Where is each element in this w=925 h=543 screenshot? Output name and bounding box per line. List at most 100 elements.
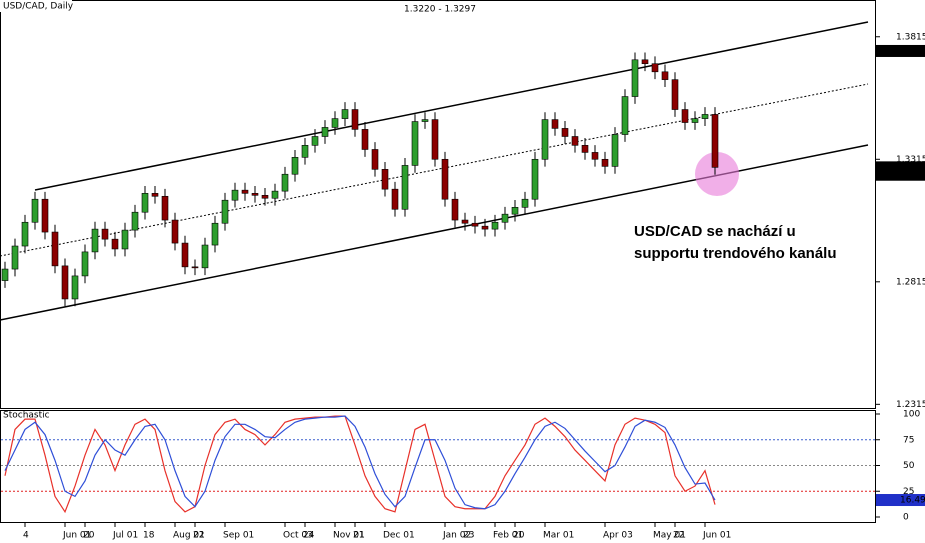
candle-body [581, 145, 589, 153]
candle-body [601, 158, 609, 167]
candle-body [131, 211, 139, 231]
main-pane [0, 0, 876, 409]
candle-body [171, 219, 179, 244]
channel-middle [0, 83, 869, 257]
candle-body [281, 173, 289, 192]
candle-body [191, 266, 199, 269]
candle-body [251, 193, 259, 196]
y-tick-label: 0 [903, 513, 909, 523]
candle-body [461, 219, 469, 224]
price-marker [876, 168, 925, 181]
candle-body [651, 63, 659, 73]
stochastic-title: Stochastic [3, 411, 50, 421]
candle-body [271, 190, 279, 199]
candle-body [321, 127, 329, 137]
x-tick-label: Dec 01 [383, 531, 415, 541]
candle-body [541, 119, 549, 160]
candle-body [671, 79, 679, 110]
candle-body [221, 199, 229, 224]
x-tick-label: Sep 01 [223, 531, 254, 541]
x-tick-label: May 01 [653, 531, 686, 541]
candle-body [501, 213, 509, 223]
candle-body [361, 129, 369, 150]
candle-body [691, 118, 699, 123]
value-marker [876, 494, 925, 507]
candle-body [611, 134, 619, 167]
candle-body [411, 121, 419, 166]
y-tick-label: 75 [903, 435, 914, 445]
price-marker-label: 1.3757 [896, 46, 925, 56]
y-tick-label: 100 [903, 410, 920, 420]
price-marker-label: 1.3252 [896, 170, 925, 180]
candle-body [641, 59, 649, 65]
y-tick-label: 25 [903, 487, 914, 497]
x-tick-label: 18 [143, 531, 155, 541]
candle-body [381, 169, 389, 190]
candle-body [491, 221, 499, 230]
x-tick-label: 24 [303, 531, 315, 541]
stochastic-pane [0, 410, 876, 523]
candle-body [11, 245, 19, 270]
candle-body [71, 275, 79, 300]
x-tick-label: Jun 01 [62, 531, 91, 541]
y-tick-label: 50 [903, 461, 915, 471]
x-tick-label: 21 [353, 531, 364, 541]
candle-body [451, 198, 459, 221]
x-tick-label: 22 [193, 531, 204, 541]
candle-body [341, 109, 349, 119]
candle-body [261, 195, 269, 199]
candle-body [631, 59, 639, 97]
candle-body [531, 158, 539, 200]
x-tick-label: Jan 02 [442, 531, 471, 541]
candle-body [231, 189, 239, 201]
x-tick-label: Oct 03 [283, 531, 313, 541]
candle-body [511, 207, 519, 215]
candle-body [521, 198, 529, 208]
y-tick-label: 1.2815 [896, 277, 925, 287]
candle-body [101, 228, 109, 240]
x-tick-label: Jun 01 [702, 531, 731, 541]
candle-body [441, 158, 449, 200]
stochastic-line [4, 415, 716, 510]
candle-body [121, 229, 129, 250]
x-tick-label: Nov 01 [333, 531, 365, 541]
candle-body [301, 145, 309, 158]
x-tick-label: Apr 03 [603, 531, 633, 541]
candle-body [331, 118, 339, 128]
x-tick-label: Feb 01 [493, 531, 523, 541]
candle-body [61, 265, 69, 300]
value-marker-label: 16.49 [900, 496, 925, 506]
candle-body [401, 165, 409, 210]
candle-body [431, 119, 439, 160]
x-tick-label: 22 [673, 531, 684, 541]
y-tick-label: 1.2315 [896, 400, 925, 410]
price-marker-label: 1.3282 [896, 163, 925, 173]
x-tick-label: 20 [83, 531, 95, 541]
candle-body [111, 238, 119, 250]
candle-body [21, 221, 29, 247]
title-box [0, 0, 72, 12]
highlight-circle [695, 152, 739, 196]
candle-body [31, 198, 39, 223]
candle-body [151, 193, 159, 197]
candle-body [701, 114, 709, 119]
candle-body [91, 228, 99, 253]
candle-body [211, 222, 219, 246]
candle-body [551, 119, 559, 129]
candle-body [661, 71, 669, 80]
x-tick-label: Mar 01 [543, 531, 574, 541]
candle-body [481, 225, 489, 230]
x-tick-label: Aug 01 [173, 531, 205, 541]
candle-body [291, 157, 299, 175]
y-tick-label: 1.3815 [896, 32, 925, 42]
candle-body [81, 251, 89, 277]
candle-body [591, 152, 599, 160]
candle-body [571, 136, 579, 146]
candle-body [621, 96, 629, 135]
annotation: supportu trendového kanálu [634, 245, 837, 262]
candle-body [711, 114, 719, 168]
candle-body [371, 149, 379, 170]
